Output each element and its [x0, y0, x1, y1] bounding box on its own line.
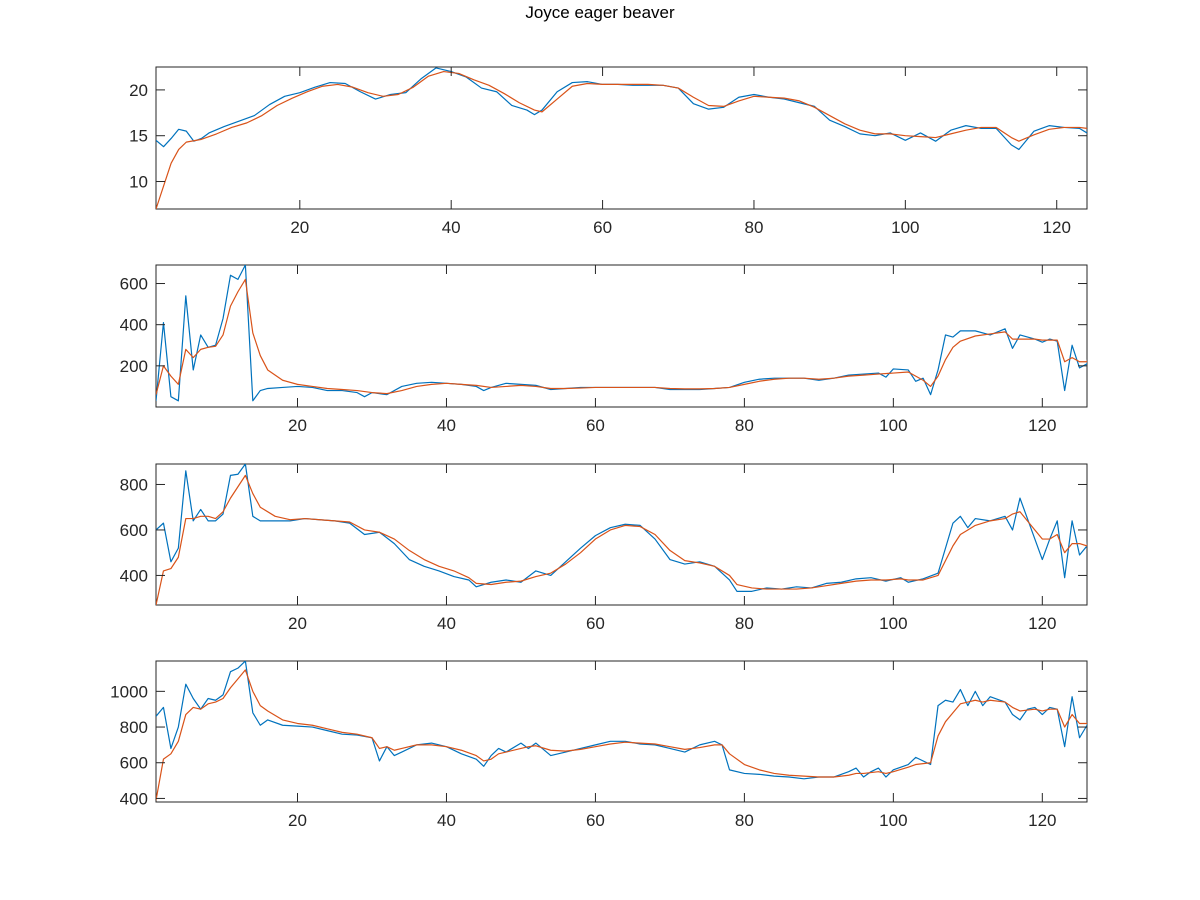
y-tick-label: 400 [120, 566, 148, 585]
x-tick-label: 80 [735, 811, 754, 830]
figure-title: Joyce eager beaver [525, 3, 675, 22]
y-tick-label: 400 [120, 789, 148, 808]
x-tick-label: 60 [593, 218, 612, 237]
x-tick-label: 100 [891, 218, 919, 237]
x-tick-label: 60 [586, 416, 605, 435]
axes-box [155, 66, 1088, 210]
subplot-3: 20 40 60 80 100 120 400 600 800 [120, 463, 1088, 633]
y-tick-label: 800 [120, 475, 148, 494]
x-tick-label: 120 [1028, 614, 1056, 633]
x-tick-label: 20 [288, 614, 307, 633]
y-tick-label: 10 [129, 173, 148, 192]
x-tick-label: 60 [586, 811, 605, 830]
x-tick-label: 120 [1028, 811, 1056, 830]
series-line-smoothed [156, 70, 1087, 209]
x-tick-label: 120 [1028, 416, 1056, 435]
x-tick-label: 40 [437, 811, 456, 830]
series-line-raw [156, 661, 1087, 780]
subplot-4: 20 40 60 80 100 120 400 600 800 1000 [110, 660, 1088, 830]
x-tick-label: 100 [879, 416, 907, 435]
y-tick-label: 800 [120, 718, 148, 737]
y-tick-label: 15 [129, 127, 148, 146]
x-tick-label: 40 [437, 416, 456, 435]
x-tick-label: 20 [288, 811, 307, 830]
y-tick-label: 600 [120, 521, 148, 540]
x-tick-label: 80 [735, 416, 754, 435]
series-line-smoothed [156, 669, 1087, 801]
x-tick-label: 120 [1043, 218, 1071, 237]
y-tick-label: 1000 [110, 682, 148, 701]
x-tick-label: 100 [879, 614, 907, 633]
axes-box [155, 660, 1088, 803]
y-tick-label: 200 [120, 357, 148, 376]
x-tick-label: 60 [586, 614, 605, 633]
subplot-2: 20 40 60 80 100 120 200 400 600 [120, 264, 1088, 435]
x-tick-label: 20 [290, 218, 309, 237]
x-tick-label: 80 [744, 218, 763, 237]
x-tick-label: 80 [735, 614, 754, 633]
x-tick-label: 40 [442, 218, 461, 237]
subplot-1: 20 40 60 80 100 120 10 15 20 [129, 66, 1088, 237]
x-tick-label: 40 [437, 614, 456, 633]
x-tick-label: 20 [288, 416, 307, 435]
series-line-raw [156, 67, 1087, 151]
y-tick-label: 600 [120, 275, 148, 294]
axes-box [155, 264, 1088, 408]
axes-box [155, 463, 1088, 606]
y-tick-label: 20 [129, 81, 148, 100]
x-tick-label: 100 [879, 811, 907, 830]
series-line-smoothed [156, 474, 1087, 605]
series-line-smoothed [156, 278, 1087, 395]
y-tick-label: 600 [120, 754, 148, 773]
series-line-raw [156, 464, 1087, 592]
y-tick-label: 400 [120, 316, 148, 335]
